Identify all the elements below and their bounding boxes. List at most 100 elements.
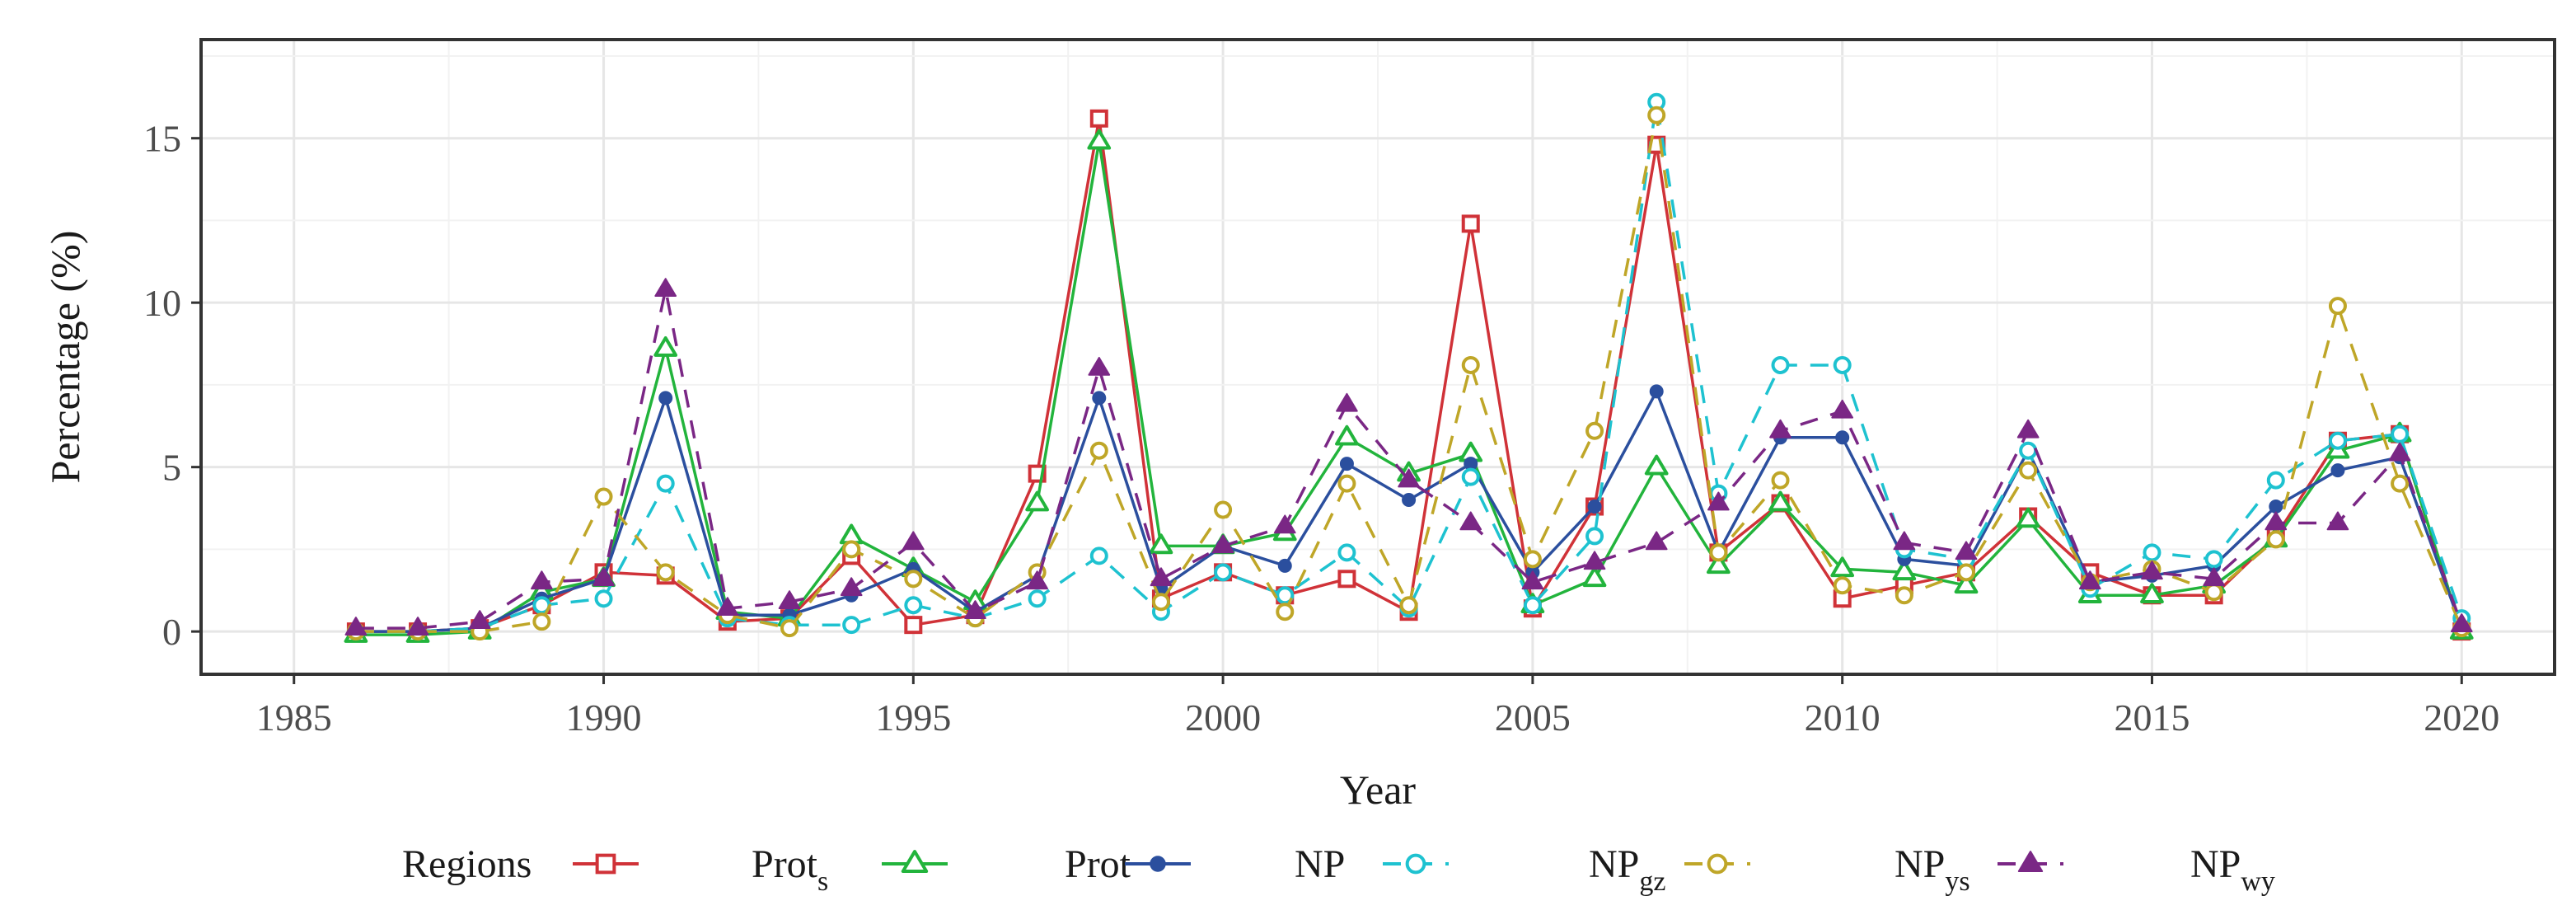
marker-circle <box>1089 441 1108 460</box>
legend-label-subscript: ys <box>1945 866 1969 897</box>
x-tick-label: 2000 <box>1185 697 1261 739</box>
marker-circle <box>532 612 551 631</box>
marker-dot <box>2269 500 2283 514</box>
marker-circle <box>2266 530 2285 549</box>
marker-filled-triangle <box>406 617 429 636</box>
marker-circle <box>1771 471 1790 490</box>
marker-dot <box>1835 430 1850 445</box>
axes: 1985 1990 1995 2000 2005 2010 2015 2020 0 5 10 15 <box>143 118 2499 739</box>
marker-circle <box>1585 421 1604 440</box>
x-tick-label: 2020 <box>2424 697 2499 739</box>
marker-circle <box>1771 355 1790 374</box>
marker-dot <box>1402 493 1417 508</box>
marker-dot <box>2330 463 2345 478</box>
marker-triangle <box>2016 507 2040 528</box>
marker-filled-triangle <box>902 531 925 551</box>
marker-circle <box>656 474 675 493</box>
series-line <box>355 288 2463 630</box>
marker-filled-triangle <box>2016 419 2040 439</box>
marker-circle <box>2266 471 2285 490</box>
marker-triangle <box>1087 129 1112 150</box>
x-tick-label: 2015 <box>2114 697 2190 739</box>
marker-square <box>1337 570 1356 589</box>
marker-filled-triangle <box>2265 511 2288 531</box>
marker-circle <box>1957 563 1975 582</box>
marker-triangle <box>1892 560 1917 581</box>
marker-filled-triangle <box>1088 356 1111 376</box>
marker-circle <box>842 616 861 635</box>
marker-circle <box>1089 546 1108 565</box>
marker-triangle <box>1025 490 1049 512</box>
marker-dot <box>1092 391 1107 406</box>
x-tick-label: 1990 <box>566 697 642 739</box>
marker-circle <box>594 487 613 506</box>
legend-item: Prot <box>882 842 1131 886</box>
marker-filled-triangle <box>778 590 801 610</box>
marker-circle <box>2019 461 2038 480</box>
marker-filled-triangle <box>1026 570 1048 590</box>
plot-panel-border <box>199 38 2556 676</box>
marker-filled-triangle <box>344 617 368 636</box>
marker-circle <box>904 596 923 615</box>
marker-filled-triangle <box>2450 613 2473 632</box>
marker-filled-triangle <box>531 570 553 590</box>
marker-filled-triangle <box>592 567 615 587</box>
marker-filled-triangle <box>1955 541 1978 561</box>
marker-filled-triangle <box>1150 567 1173 587</box>
marker-filled-triangle <box>1583 551 1606 570</box>
y-axis-title: Percentage (%) <box>42 231 88 484</box>
marker-triangle <box>1335 425 1359 446</box>
marker-circle <box>1709 543 1728 562</box>
legend-label: NP <box>1295 842 1345 886</box>
y-tick-label: 0 <box>162 611 181 653</box>
marker-circle <box>2328 431 2347 450</box>
marker-filled-triangle <box>2017 851 2044 872</box>
marker-triangle <box>1768 490 1792 512</box>
marker-filled-triangle <box>1707 491 1730 511</box>
marker-triangle <box>1582 566 1607 588</box>
marker-circle <box>1461 467 1480 486</box>
marker-dot <box>658 391 673 406</box>
marker-circle <box>1337 543 1356 562</box>
marker-circle <box>594 589 613 608</box>
x-tick-label: 2005 <box>1495 697 1571 739</box>
series-layer <box>344 92 2474 643</box>
legend-label: Prot <box>1065 842 1131 886</box>
marker-circle <box>1461 355 1480 374</box>
marker-circle <box>1151 593 1170 612</box>
marker-filled-triangle <box>964 600 986 619</box>
grid <box>201 40 2555 674</box>
marker-square <box>1461 214 1480 233</box>
marker-filled-triangle <box>2388 442 2411 462</box>
marker-triangle <box>1830 556 1855 578</box>
marker-filled-triangle <box>716 597 739 617</box>
marker-filled-triangle <box>1893 531 1916 551</box>
y-tick-label: 15 <box>143 118 181 160</box>
marker-circle <box>2019 441 2038 460</box>
marker-circle <box>780 619 799 638</box>
marker-filled-triangle <box>1521 570 1544 590</box>
marker-circle <box>1214 563 1233 582</box>
legend-title: Regions <box>402 842 532 886</box>
marker-circle <box>904 570 923 589</box>
x-tick-label: 1995 <box>875 697 951 739</box>
legend-label-subscript: s <box>817 866 828 897</box>
marker-circle <box>2391 474 2410 493</box>
marker-dot <box>1277 558 1292 573</box>
series-line <box>355 101 2463 633</box>
marker-circle <box>1028 589 1047 608</box>
marker-filled-triangle <box>1273 514 1296 534</box>
marker-circle <box>1214 500 1233 519</box>
marker-filled-triangle <box>1769 419 1791 439</box>
marker-circle <box>1585 527 1604 546</box>
marker-filled-triangle <box>840 577 863 597</box>
marker-filled-triangle <box>2141 561 2163 580</box>
marker-circle <box>1833 355 1852 374</box>
marker-square <box>904 616 923 635</box>
marker-circle <box>1523 550 1542 569</box>
marker-filled-triangle <box>2326 511 2349 531</box>
marker-circle <box>2328 297 2347 316</box>
marker-circle <box>1833 576 1852 595</box>
marker-circle <box>2143 543 2161 562</box>
